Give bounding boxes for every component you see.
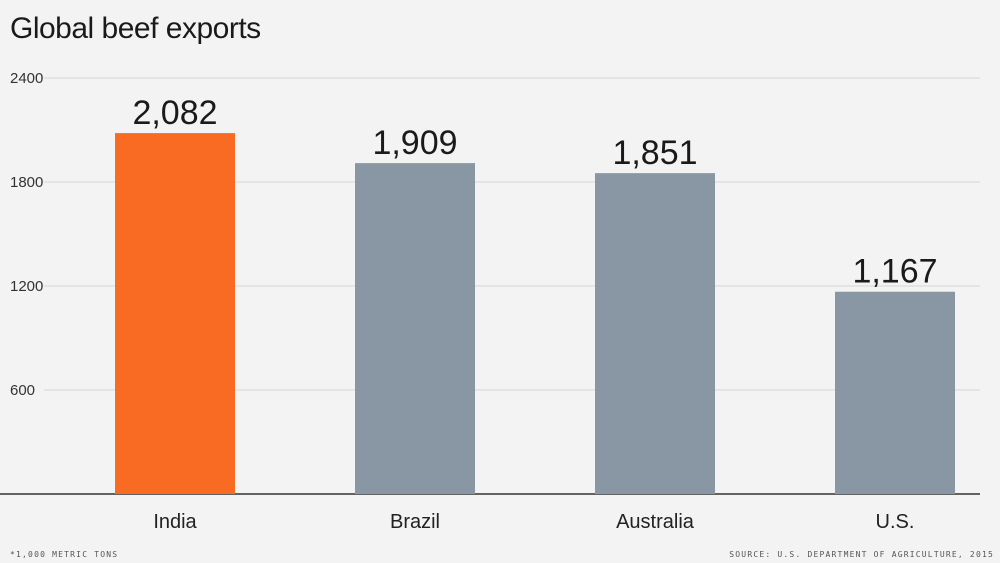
bar-australia: [595, 173, 715, 494]
x-tick-label: Australia: [616, 511, 695, 533]
bar-brazil: [355, 163, 475, 494]
source-note: Source: U.S. Department of Agriculture, …: [729, 550, 994, 559]
data-label: 1,851: [612, 134, 697, 172]
data-label: 1,909: [372, 124, 457, 162]
bar-india: [115, 133, 235, 494]
x-tick-label: U.S.: [876, 511, 915, 533]
units-footnote: *1,000 metric tons: [10, 550, 119, 559]
data-label: 2,082: [132, 94, 217, 132]
data-label: 1,167: [852, 253, 937, 291]
y-tick-label: 600: [10, 382, 35, 399]
x-tick-label: India: [153, 511, 197, 533]
y-tick-label: 1800: [10, 174, 43, 191]
x-tick-label: Brazil: [390, 511, 440, 533]
bar-us: [835, 291, 955, 494]
y-tick-label: 1200: [10, 278, 43, 295]
y-tick-label: 2400: [10, 70, 43, 87]
chart-title: Global beef exports: [10, 12, 261, 45]
